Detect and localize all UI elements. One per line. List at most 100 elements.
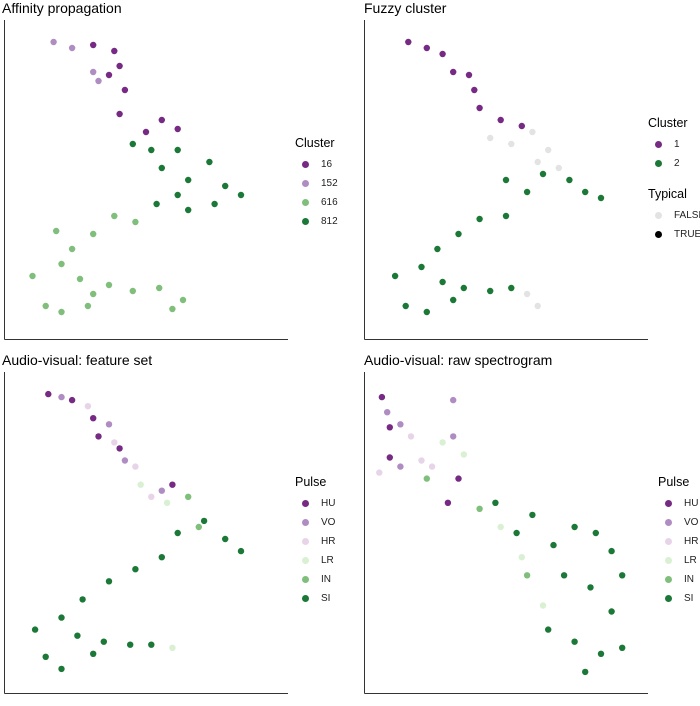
legend-block: Cluster 1 2 — [648, 116, 700, 173]
point-HR-0 — [407, 433, 415, 440]
point-HU-0 — [378, 393, 386, 401]
point-2-8 — [455, 230, 462, 238]
legend-item: 616 — [295, 193, 338, 212]
point-HU-3 — [444, 499, 452, 506]
point-SI-14 — [42, 653, 49, 660]
series-HU — [378, 393, 462, 506]
legend-item: VO — [295, 513, 335, 532]
point-16-5 — [116, 110, 123, 118]
point-SI-11 — [545, 626, 552, 633]
affinity-propagation-plot — [4, 20, 288, 340]
point-VO-4 — [450, 433, 457, 440]
point-SI-4 — [158, 554, 165, 561]
fuzzy-cluster-legend: Cluster 1 2 Typical FALSE TRUE — [648, 116, 700, 244]
legend-swatch — [665, 538, 672, 545]
legend-swatch — [302, 199, 309, 206]
point-2-17 — [423, 308, 430, 316]
point-812-6 — [222, 182, 229, 190]
legend-item: HR — [658, 532, 698, 551]
point-812-1 — [148, 146, 155, 154]
legend-swatch — [302, 218, 309, 225]
legend-item: IN — [295, 570, 335, 589]
point-IN-0 — [185, 493, 192, 500]
point-SI-8 — [560, 572, 568, 579]
point-1-5 — [471, 86, 478, 94]
point-IN-1 — [195, 523, 202, 531]
point-SI-13 — [597, 650, 605, 657]
legend-label: HU — [684, 498, 699, 509]
legend-title: Typical — [648, 187, 687, 201]
axes — [4, 372, 288, 694]
point-616-13 — [42, 302, 49, 310]
point-SI-3 — [237, 547, 245, 555]
legend-swatch — [302, 557, 309, 564]
legend-swatch — [302, 180, 309, 187]
point-VO-2 — [397, 463, 404, 470]
point-616-11 — [179, 296, 187, 304]
point-812-7 — [237, 191, 245, 199]
legend-label: 2 — [674, 158, 680, 169]
point-16-3 — [105, 71, 113, 79]
point-16-8 — [174, 125, 181, 133]
point-2-0 — [502, 176, 510, 184]
axes — [4, 20, 288, 340]
legend-item: IN — [658, 570, 698, 589]
point-SI-15 — [58, 665, 65, 673]
legend-label: SI — [684, 593, 694, 604]
legend-item: LR — [295, 551, 335, 570]
point-616-10 — [156, 284, 163, 292]
legend-label: 1 — [674, 139, 680, 150]
legend-swatch — [665, 557, 672, 564]
point-SI-10 — [100, 638, 108, 645]
point-2-3 — [566, 176, 573, 184]
point-616-1 — [111, 212, 118, 220]
point-VO-0 — [384, 409, 391, 416]
legend-label: 16 — [321, 159, 333, 170]
legend-item: LR — [658, 551, 698, 570]
series-IN — [423, 475, 531, 579]
point-HU-4 — [116, 445, 123, 452]
point-SI-2 — [222, 535, 229, 543]
point-616-0 — [132, 218, 139, 226]
point-LR-1 — [460, 451, 467, 458]
legend-swatch — [302, 519, 309, 526]
point-LR-0 — [439, 439, 446, 446]
point-SI-6 — [608, 547, 615, 555]
point-SI-6 — [105, 578, 113, 585]
point-SI-8 — [58, 614, 65, 621]
point-LR-0 — [137, 481, 144, 488]
point-1-8 — [518, 122, 525, 130]
legend-label: 616 — [321, 197, 338, 208]
axes — [364, 372, 648, 694]
audio-visual-raw-spectrogram-legend: Pulse HU VO HR LR IN SI — [658, 475, 698, 608]
point-812-10 — [174, 191, 181, 199]
point-152-3 — [95, 77, 102, 85]
legend-swatch — [665, 519, 672, 526]
legend-swatch — [302, 538, 309, 545]
point-HR-2 — [132, 463, 139, 470]
point-2-10 — [418, 263, 425, 271]
point-SI-1 — [200, 517, 208, 525]
panel-title: Audio-visual: feature set — [2, 352, 153, 368]
point-HR-1 — [111, 439, 118, 446]
point-HU-4 — [455, 475, 462, 482]
point-HR-2 — [418, 457, 425, 464]
legend-label: LR — [321, 555, 334, 566]
point-2-14 — [508, 284, 515, 292]
legend-block: Pulse HU VO HR LR IN SI — [295, 475, 335, 608]
point-FALSE-5 — [534, 158, 541, 166]
point-SI-7 — [79, 596, 86, 603]
legend-item: TRUE — [648, 225, 700, 244]
point-VO-1 — [105, 421, 113, 428]
point-16-7 — [158, 116, 165, 124]
point-16-4 — [121, 86, 129, 94]
legend-label: SI — [321, 593, 331, 604]
legend-label: IN — [684, 574, 694, 585]
point-LR-1 — [163, 499, 171, 506]
axes — [364, 20, 648, 340]
legend-label: TRUE — [674, 229, 700, 240]
point-2-15 — [391, 272, 399, 280]
legend-swatch — [665, 500, 672, 507]
point-SI-2 — [529, 511, 536, 519]
legend-swatch — [665, 576, 672, 583]
